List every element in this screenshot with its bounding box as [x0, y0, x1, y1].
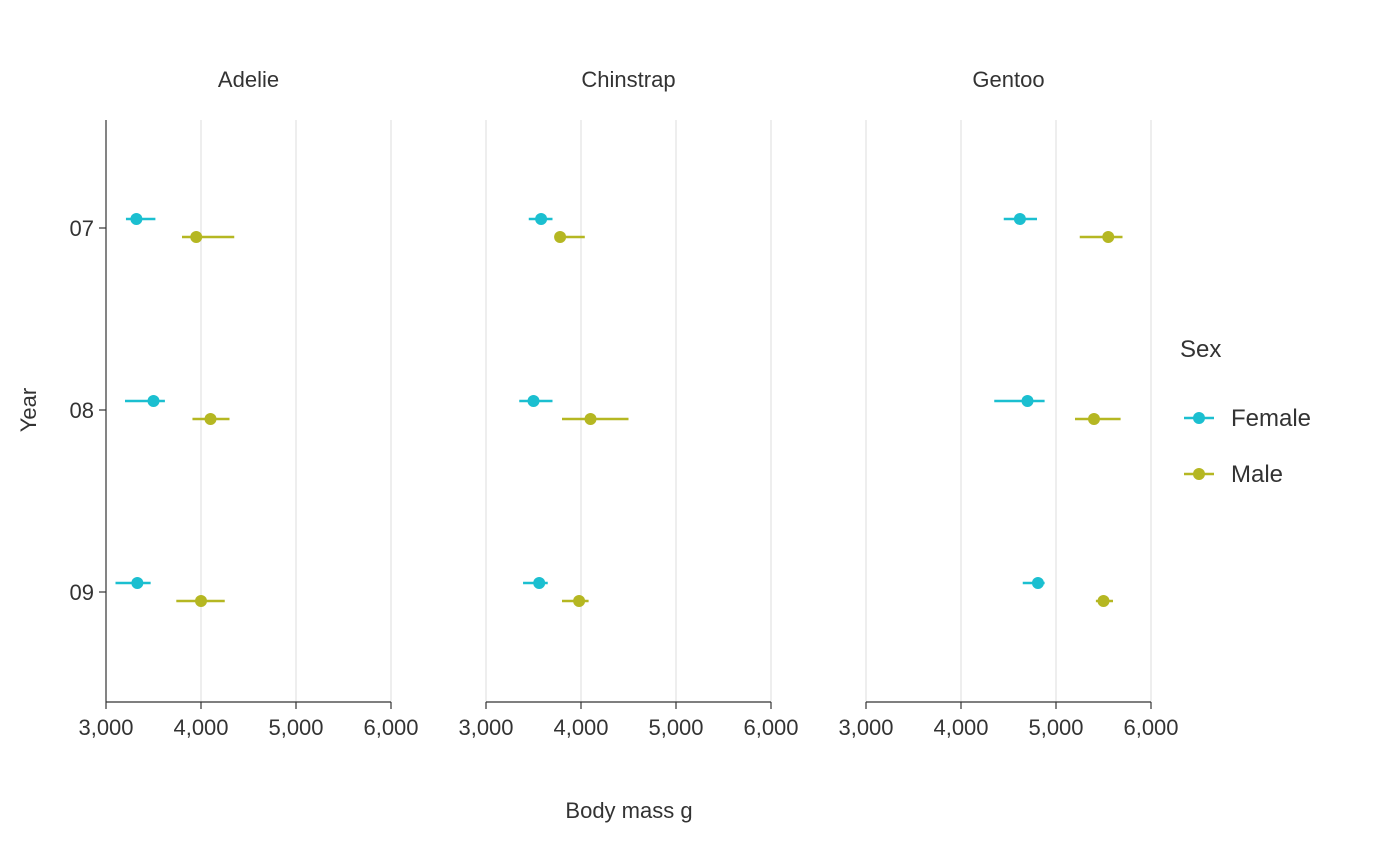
x-tick-label: 3,000	[78, 715, 133, 740]
legend-key-point	[1193, 412, 1205, 424]
data-point-female	[147, 395, 160, 407]
data-point-female	[1013, 213, 1026, 225]
legend-label-female: Female	[1231, 405, 1311, 432]
data-point-male	[1097, 595, 1110, 607]
data-point-male	[573, 595, 586, 607]
x-tick-label: 5,000	[1028, 715, 1083, 740]
facet-title: Chinstrap	[581, 67, 675, 92]
x-tick-label: 6,000	[1123, 715, 1178, 740]
x-tick-label: 6,000	[743, 715, 798, 740]
y-tick-label: 09	[70, 580, 94, 605]
data-point-female	[533, 577, 546, 589]
facet-gentoo: Gentoo 3,000 4,000 5,000 6,000	[838, 67, 1178, 740]
data-point-female	[1031, 577, 1044, 589]
data-point-male	[195, 595, 207, 607]
data-point-male	[1102, 231, 1115, 243]
data-point-female	[535, 213, 548, 225]
y-axis-title: Year	[16, 388, 41, 432]
legend-label-male: Male	[1231, 461, 1283, 488]
legend: Sex Female Male	[1180, 336, 1311, 488]
facet-title: Gentoo	[972, 67, 1044, 92]
x-axis-title: Body mass g	[565, 798, 692, 823]
x-tick-label: 4,000	[173, 715, 228, 740]
facet-chinstrap: Chinstrap 3,000 4,000 5,000 6,000	[458, 67, 798, 740]
data-point-male	[554, 231, 567, 243]
data-point-female	[1021, 395, 1034, 407]
data-point-male	[584, 413, 597, 425]
facet-adelie: Adelie 3,000 4,000 5,000 6,000 07 08 09	[70, 67, 419, 740]
x-tick-label: 5,000	[268, 715, 323, 740]
x-tick-label: 3,000	[838, 715, 893, 740]
data-point-female	[130, 213, 143, 225]
x-tick-label: 4,000	[933, 715, 988, 740]
x-tick-label: 4,000	[553, 715, 608, 740]
data-point-female	[131, 577, 144, 589]
y-tick-label: 07	[70, 216, 94, 241]
x-tick-label: 5,000	[648, 715, 703, 740]
data-point-male	[190, 231, 203, 243]
y-tick-label: 08	[70, 398, 94, 423]
data-point-female	[527, 395, 540, 407]
legend-title: Sex	[1180, 336, 1221, 363]
data-point-male	[204, 413, 217, 425]
facets-layer: Adelie 3,000 4,000 5,000 6,000 07 08 09 Chinstra…	[70, 67, 1179, 740]
data-point-male	[1088, 413, 1100, 425]
x-tick-label: 6,000	[363, 715, 418, 740]
x-tick-label: 3,000	[458, 715, 513, 740]
legend-key-point	[1193, 468, 1205, 480]
facet-title: Adelie	[218, 67, 279, 92]
